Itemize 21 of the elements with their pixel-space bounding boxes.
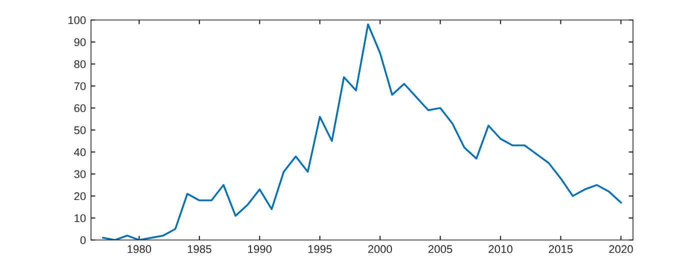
line-series bbox=[102, 23, 622, 240]
x-tick-label: 2015 bbox=[548, 245, 573, 254]
y-tick-label: 70 bbox=[74, 82, 86, 90]
y-tick-label: 10 bbox=[74, 214, 86, 222]
y-tick-label: 20 bbox=[74, 192, 86, 200]
y-tick-label: 80 bbox=[74, 60, 86, 68]
y-tick-label: 50 bbox=[74, 126, 86, 134]
x-tick-label: 2005 bbox=[428, 245, 452, 254]
y-tick-label: 60 bbox=[74, 104, 86, 112]
x-tick-label: 1990 bbox=[248, 245, 272, 254]
x-tick-label: 2010 bbox=[488, 245, 512, 254]
y-tick-label: 40 bbox=[74, 148, 86, 156]
x-tick-label: 1995 bbox=[308, 245, 332, 254]
x-tick-label: 2020 bbox=[609, 245, 633, 254]
x-tick-label: 1980 bbox=[128, 245, 152, 254]
y-tick-label: 0 bbox=[80, 236, 86, 244]
x-tick-label: 2000 bbox=[368, 245, 392, 254]
y-tick-label: 30 bbox=[74, 170, 86, 178]
y-tick-label: 100 bbox=[68, 16, 86, 24]
y-tick-label: 90 bbox=[74, 38, 86, 46]
x-tick-label: 1985 bbox=[188, 245, 212, 254]
